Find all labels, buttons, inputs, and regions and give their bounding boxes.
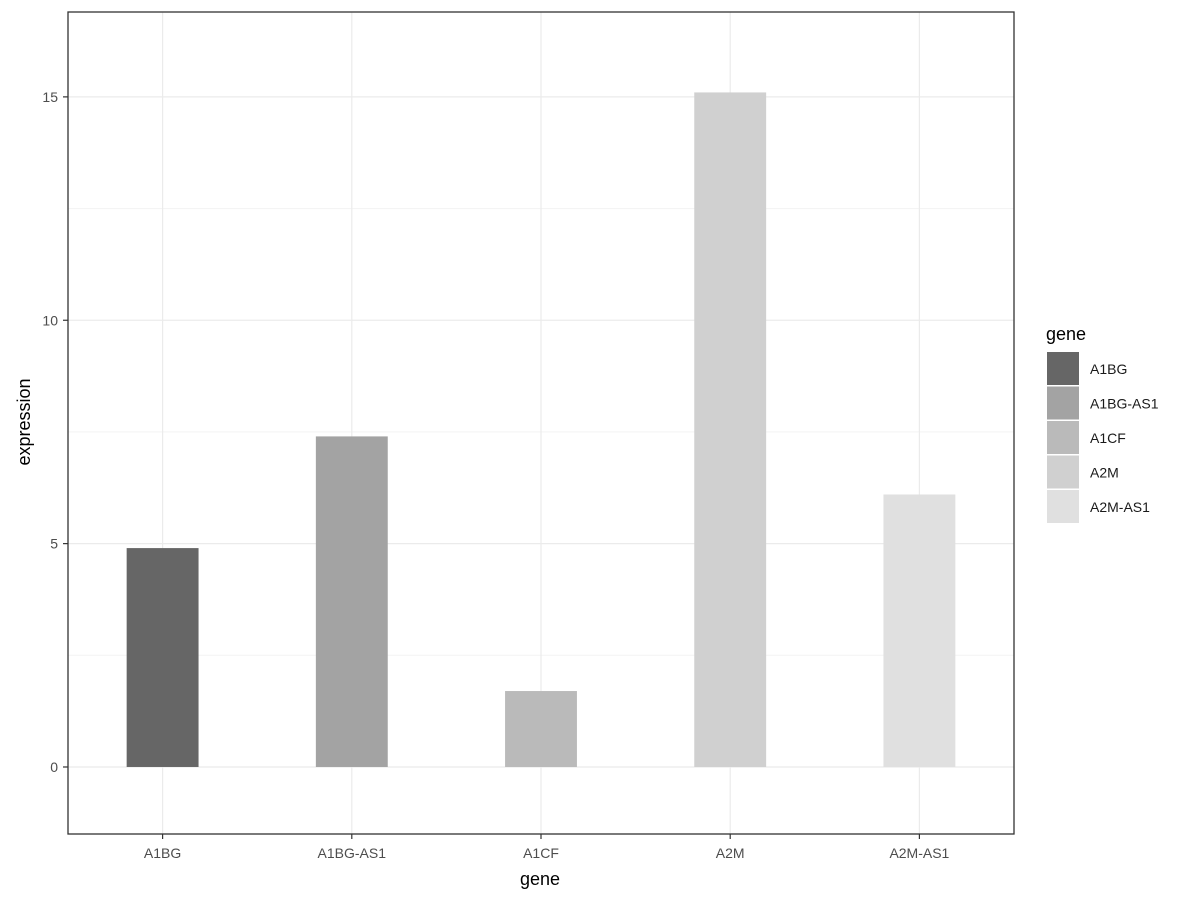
legend-label: A2M [1090, 465, 1119, 481]
y-tick-label: 10 [42, 312, 58, 328]
y-axis-title: expression [14, 378, 34, 465]
x-tick-label: A1BG-AS1 [318, 845, 387, 861]
legend-key-swatch [1047, 490, 1079, 523]
legend-key-swatch [1047, 455, 1079, 489]
bar-a2m [694, 92, 767, 767]
y-tick-label: 5 [50, 536, 58, 552]
x-axis-title: gene [520, 869, 560, 889]
bar-a1cf [505, 691, 577, 767]
y-tick-label: 15 [42, 89, 58, 105]
x-tick-label: A2M [716, 845, 745, 861]
bar-a2m-as1 [883, 494, 956, 767]
legend: gene A1BG A1BG-AS1 A1CF A2M A2M-AS1 [1046, 324, 1159, 523]
legend-key-swatch [1047, 352, 1079, 385]
bars [126, 92, 956, 767]
legend-label: A2M-AS1 [1090, 499, 1150, 515]
x-tick-label: A2M-AS1 [889, 845, 949, 861]
legend-label: A1CF [1090, 430, 1126, 446]
x-tick-label: A1BG [144, 845, 181, 861]
legend-key-swatch [1047, 386, 1079, 420]
x-axis-ticks: A1BG A1BG-AS1 A1CF A2M A2M-AS1 [144, 834, 950, 861]
legend-key-swatch [1047, 421, 1079, 454]
legend-label: A1BG [1090, 361, 1127, 377]
x-tick-label: A1CF [523, 845, 559, 861]
bar-a1bg [126, 548, 199, 767]
y-axis-ticks: 0 5 10 15 [42, 89, 68, 775]
legend-title: gene [1046, 324, 1086, 344]
legend-label: A1BG-AS1 [1090, 396, 1159, 412]
y-tick-label: 0 [50, 759, 58, 775]
bar-a1bg-as1 [315, 436, 388, 767]
legend-items: A1BG A1BG-AS1 A1CF A2M A2M-AS1 [1047, 352, 1159, 523]
